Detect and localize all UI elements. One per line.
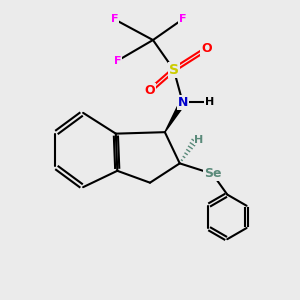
Text: F: F [179,14,186,24]
Text: N: N [178,96,188,109]
Text: S: S [169,63,179,77]
Text: F: F [114,56,121,66]
Text: O: O [145,84,155,97]
Text: H: H [194,135,204,145]
Text: F: F [111,14,118,24]
Text: H: H [205,98,214,107]
Text: O: O [201,42,212,56]
Text: Se: Se [204,167,221,180]
Polygon shape [165,101,185,132]
